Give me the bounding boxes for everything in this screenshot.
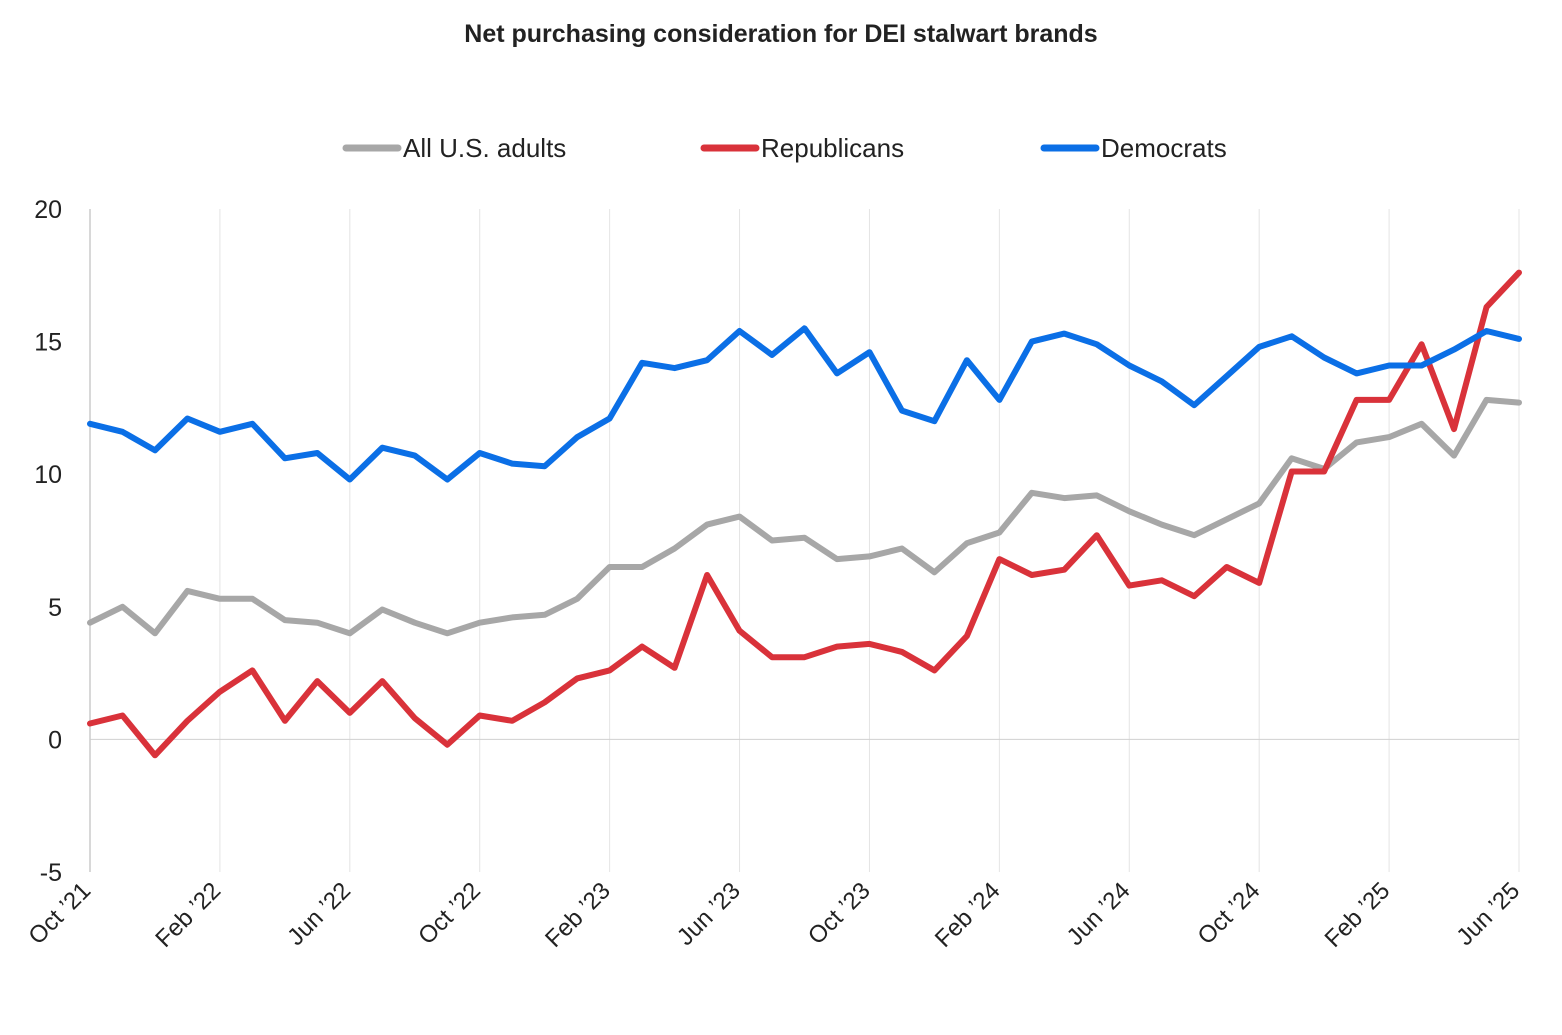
x-tick-label: Oct ’23	[803, 877, 876, 950]
chart-title: Net purchasing consideration for DEI sta…	[464, 20, 1097, 48]
series-line-all-u-s-adults	[87, 396, 1522, 637]
y-tick-label: -5	[40, 859, 62, 887]
x-tick-label: Oct ’22	[413, 877, 486, 950]
x-axis: Oct ’21 Feb ’22 Jun ’22 Oct ’22 Feb ’23 Jun ’…	[23, 877, 1525, 953]
x-tick-label: Jun ’24	[1062, 877, 1136, 951]
x-tick-label: Feb ’25	[1320, 877, 1396, 953]
x-tick-label: Oct ’24	[1193, 877, 1266, 950]
x-tick-label: Jun ’23	[672, 877, 746, 951]
y-axis: 20 15 10 5 0 -5	[34, 196, 91, 887]
legend-label-republicans: Republicans	[761, 133, 904, 163]
x-tick-label: Jun ’25	[1451, 877, 1525, 951]
y-tick-label: 15	[34, 329, 62, 357]
x-tick-label: Jun ’22	[282, 877, 356, 951]
x-tick-label: Feb ’24	[930, 877, 1006, 953]
series-line-democrats	[87, 325, 1522, 483]
legend: All U.S. adults Republicans Democrats	[342, 133, 1227, 163]
y-tick-label: 5	[48, 594, 62, 622]
y-tick-label: 10	[34, 461, 62, 489]
gridlines	[89, 209, 1520, 872]
series-lines	[87, 269, 1522, 759]
x-tick-label: Feb ’22	[150, 877, 226, 953]
series-line-republicans	[87, 269, 1522, 759]
x-tick-label: Oct ’21	[23, 877, 96, 950]
legend-label-all-u-s-adults: All U.S. adults	[403, 133, 566, 163]
x-tick-label: Feb ’23	[540, 877, 616, 953]
y-tick-label: 20	[34, 196, 62, 224]
y-tick-label: 0	[48, 726, 62, 754]
legend-label-democrats: Democrats	[1101, 133, 1227, 163]
